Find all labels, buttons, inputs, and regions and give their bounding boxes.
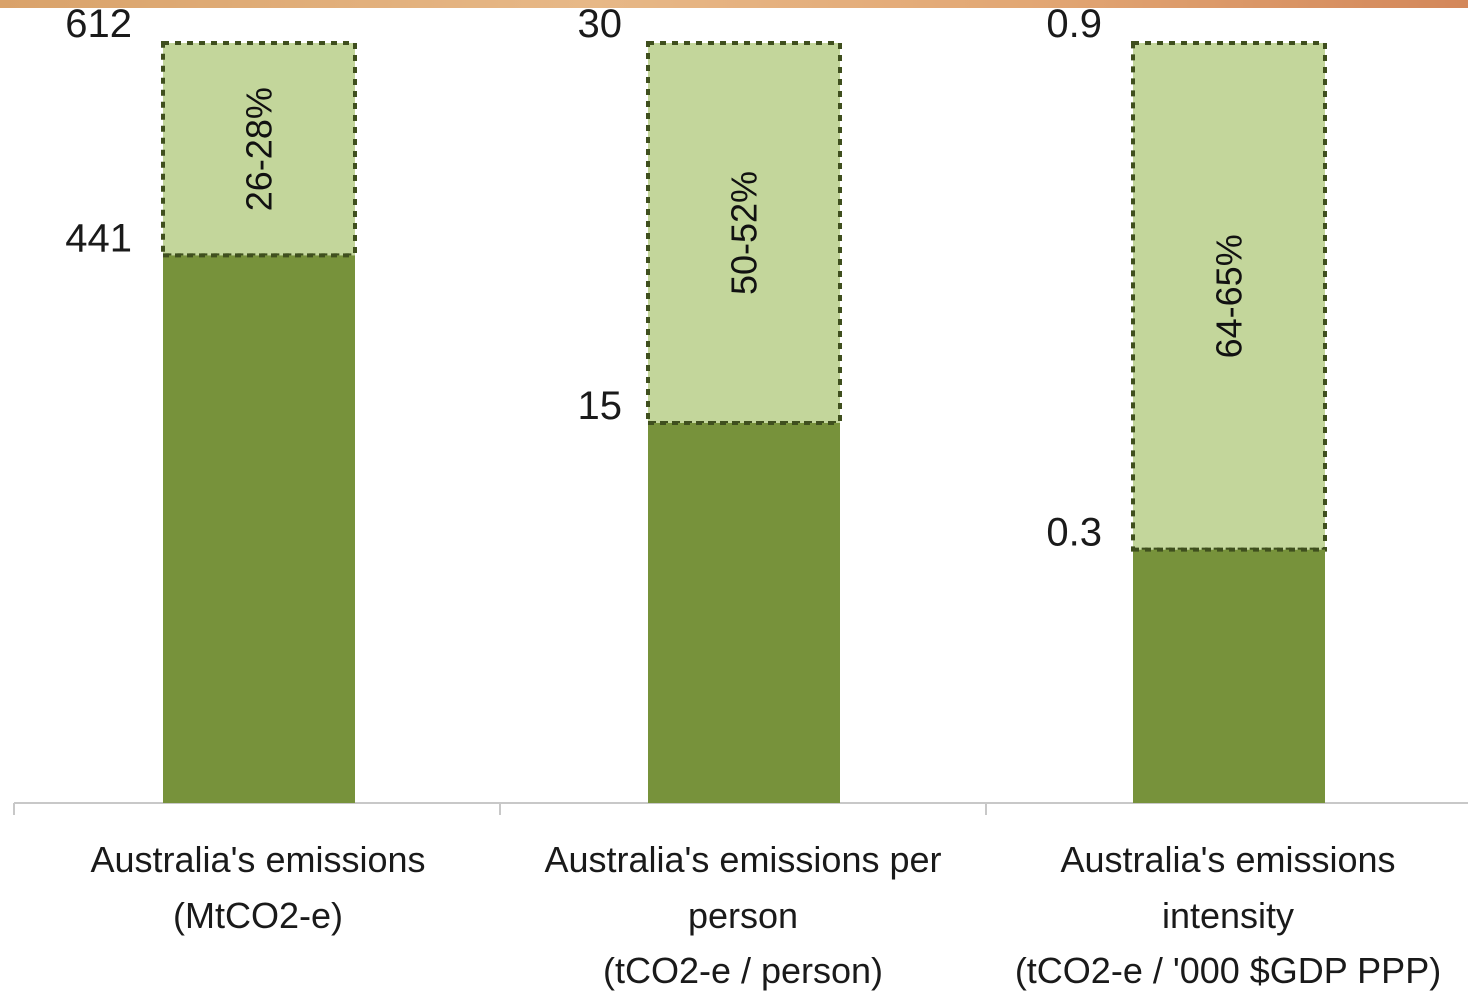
top-decoration-strip (0, 0, 1468, 8)
base-bar-segment (1133, 549, 1325, 803)
base-bar-segment (163, 255, 355, 804)
reduction-percent-label: 64-65% (1209, 234, 1250, 358)
reduction-bar-segment (1131, 41, 1327, 552)
category-label: (tCO2-e / '000 $GDP PPP) (1015, 950, 1441, 991)
top-value-label: 612 (65, 2, 132, 46)
category-label: Australia's emissions (91, 839, 426, 880)
top-value-label: 30 (578, 2, 623, 46)
category-label: intensity (1162, 895, 1294, 936)
base-value-label: 15 (578, 384, 623, 428)
base-value-label: 441 (65, 216, 132, 260)
base-bar-segment (648, 423, 840, 803)
category-label: (tCO2-e / person) (603, 950, 883, 991)
reduction-percent-label: 50-52% (724, 171, 765, 295)
category-label: Australia's emissions (1061, 839, 1396, 880)
reduction-bar-segment (161, 41, 357, 258)
reduction-bar-segment (646, 41, 842, 425)
category-label: (MtCO2-e) (173, 895, 343, 936)
category-label: person (688, 895, 798, 936)
base-value-label: 0.3 (1046, 511, 1102, 555)
top-value-label: 0.9 (1046, 2, 1102, 46)
reduction-percent-label: 26-28% (239, 87, 280, 211)
category-label: Australia's emissions per (544, 839, 941, 880)
